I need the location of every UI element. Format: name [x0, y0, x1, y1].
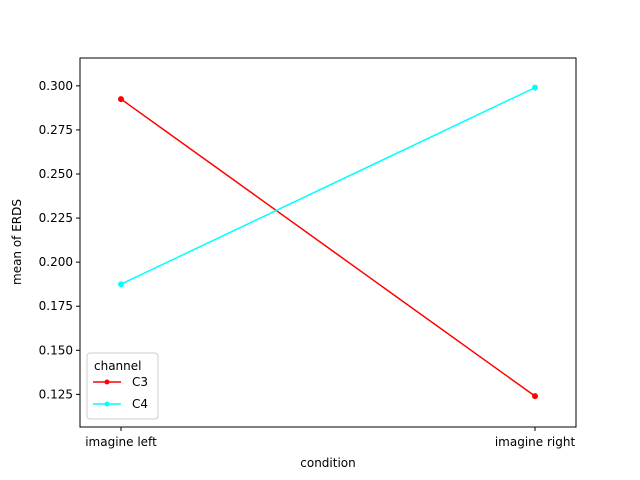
y-tick-label: 0.200 [39, 255, 73, 269]
x-axis: imagine left imagine right [85, 427, 575, 449]
data-point [118, 96, 124, 103]
series-line [120, 86, 536, 285]
data-point [532, 84, 538, 91]
legend-entry-c4: C4 [93, 397, 148, 411]
y-tick-label: 0.150 [39, 343, 73, 357]
plot-area [79, 57, 577, 428]
legend-swatch-marker [104, 401, 110, 407]
y-axis: 0.125 0.150 0.175 0.200 0.225 0.250 0.275 0.300 [39, 79, 80, 401]
y-tick-label: 0.250 [39, 167, 73, 181]
series-line [120, 98, 536, 397]
plot-frame [79, 57, 577, 428]
series-c4 [118, 84, 538, 288]
y-tick-label: 0.300 [39, 79, 73, 93]
y-tick-label: 0.225 [39, 211, 73, 225]
legend-title: channel [94, 359, 141, 373]
legend: channel C3 C4 [86, 352, 159, 420]
x-tick-label: imagine right [495, 435, 576, 449]
legend-label: C4 [132, 397, 148, 411]
legend-entries: C3 C4 [93, 375, 148, 411]
data-point [118, 281, 124, 288]
series-layer [118, 84, 538, 400]
legend-box [86, 352, 159, 420]
series-c3 [118, 96, 538, 400]
y-tick-label: 0.125 [39, 387, 73, 401]
legend-swatch-marker [104, 379, 110, 385]
data-point [532, 393, 538, 400]
y-axis-label: mean of ERDS [10, 199, 24, 285]
y-tick-label: 0.275 [39, 123, 73, 137]
legend-label: C3 [132, 375, 148, 389]
legend-entry-c3: C3 [93, 375, 148, 389]
x-tick-label: imagine left [85, 435, 157, 449]
x-axis-label: condition [300, 456, 355, 470]
y-tick-label: 0.175 [39, 299, 73, 313]
